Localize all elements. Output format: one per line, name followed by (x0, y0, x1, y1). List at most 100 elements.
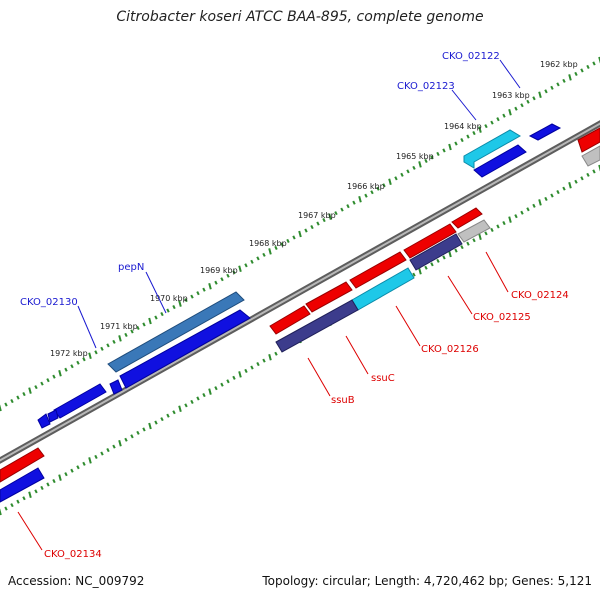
minor-tick (472, 238, 476, 243)
major-tick (118, 439, 122, 447)
minor-tick (190, 294, 194, 299)
minor-tick (496, 117, 500, 122)
gene-ssuB-b[interactable] (275, 299, 359, 353)
gene-CKO-02134-fwd[interactable] (0, 467, 45, 503)
kbp-label: 1971 kbp (100, 322, 138, 331)
major-tick (208, 282, 212, 290)
minor-tick (154, 420, 158, 425)
gene-ssuC[interactable] (305, 281, 353, 313)
minor-tick (46, 482, 50, 487)
gene-rev-top[interactable] (577, 127, 600, 153)
minor-tick (544, 196, 548, 202)
gene-CKO-02124-b[interactable] (457, 219, 491, 243)
minor-tick (484, 124, 488, 129)
gene-CKO-02123[interactable] (463, 129, 521, 169)
major-tick (0, 404, 2, 412)
major-tick (178, 300, 182, 307)
major-tick (58, 474, 62, 481)
minor-tick (82, 357, 86, 362)
minor-tick (154, 315, 158, 320)
gene-pepN[interactable] (107, 291, 245, 373)
minor-tick (184, 298, 188, 303)
minor-tick (502, 220, 506, 226)
minor-tick (64, 367, 68, 372)
kbp-label: 1964 kbp (444, 122, 482, 131)
minor-tick (94, 454, 98, 460)
minor-tick (106, 343, 110, 348)
minor-tick (466, 241, 470, 246)
minor-tick (232, 270, 236, 275)
major-tick (598, 164, 600, 172)
kbp-labels: 1962 kbp 1963 kbp 1964 kbp 1965 kbp 1966… (50, 60, 578, 358)
major-tick (448, 250, 452, 258)
gene-cds-fwd-e[interactable] (47, 409, 59, 423)
major-tick (478, 126, 482, 133)
gene-label-reverse: CKO_02134 (44, 549, 102, 560)
minor-tick (124, 437, 128, 442)
gene-cds-fwd-c[interactable] (53, 383, 107, 419)
gene-CKO-02124[interactable] (451, 207, 483, 229)
minor-tick (142, 322, 146, 327)
minor-tick (22, 496, 26, 501)
minor-tick (136, 325, 140, 331)
kbp-label: 1968 kbp (249, 239, 287, 248)
gene-CKO-02125-b[interactable] (409, 233, 463, 271)
gene-cds-fwd-d[interactable] (37, 413, 51, 429)
minor-tick (250, 365, 254, 370)
minor-tick (400, 172, 404, 177)
major-tick (148, 317, 152, 325)
minor-tick (172, 410, 176, 415)
kbp-label: 1966 kbp (347, 182, 385, 191)
gene-CKO-02125[interactable] (403, 223, 457, 259)
major-tick (148, 422, 152, 430)
major-tick (328, 213, 332, 220)
minor-tick (160, 417, 164, 422)
gene-CKO-02126[interactable] (349, 251, 407, 289)
minor-tick (580, 68, 584, 73)
gene-CKO-02134-rev[interactable] (0, 447, 45, 483)
major-tick (418, 161, 422, 168)
minor-tick (76, 360, 80, 365)
minor-tick (550, 85, 554, 90)
minor-tick (196, 396, 200, 401)
minor-tick (514, 106, 518, 111)
gene-CKO-02130[interactable] (119, 309, 251, 389)
gene-ssuB[interactable] (269, 305, 311, 335)
major-tick (358, 195, 362, 203)
gene-cds-fwd-b[interactable] (109, 379, 123, 395)
reverse-features (0, 127, 600, 483)
gene-label-reverse: CKO_02124 (511, 290, 569, 301)
minor-tick (490, 227, 494, 232)
tick-track-outer (0, 56, 600, 412)
minor-tick (100, 346, 104, 351)
minor-tick (574, 179, 578, 184)
minor-tick (70, 364, 74, 369)
minor-tick (592, 169, 596, 174)
minor-tick (214, 386, 218, 391)
gene-label-reverse: CKO_02125 (473, 312, 531, 323)
major-tick (298, 230, 302, 238)
minor-tick (274, 351, 278, 356)
minor-tick (520, 103, 524, 108)
minor-tick (220, 277, 224, 282)
minor-tick (562, 78, 566, 83)
minor-tick (34, 385, 38, 390)
minor-tick (40, 381, 44, 386)
minor-tick (406, 169, 410, 174)
minor-tick (250, 259, 254, 264)
major-tick (508, 108, 512, 116)
minor-tick (334, 211, 338, 216)
major-tick (28, 387, 32, 394)
map-title: Citrobacter koseri ATCC BAA-895, complet… (116, 9, 484, 25)
minor-tick (64, 472, 68, 477)
minor-tick (82, 461, 86, 466)
minor-tick (244, 368, 248, 374)
gene-cds-fwd-a[interactable] (473, 144, 527, 178)
gene-rev-top-grey[interactable] (581, 145, 600, 167)
kbp-label: 1962 kbp (540, 60, 578, 69)
gene-CKO-02122[interactable] (528, 123, 562, 141)
major-tick (178, 405, 182, 413)
kbp-label: 1972 kbp (50, 349, 88, 358)
minor-tick (292, 235, 296, 240)
major-tick (538, 91, 542, 99)
